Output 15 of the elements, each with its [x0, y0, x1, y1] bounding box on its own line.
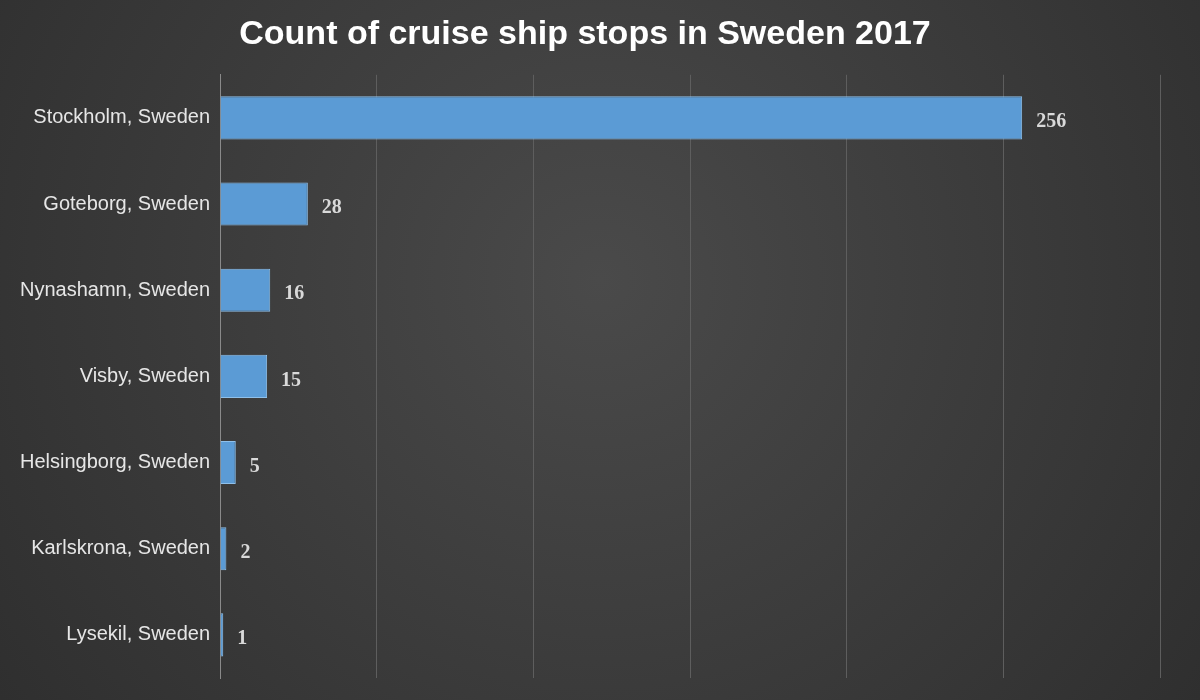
- chart-title: Count of cruise ship stops in Sweden 2017: [239, 12, 931, 51]
- data-label: 15: [281, 367, 302, 390]
- y-tick-label: Helsingborg, Sweden: [19, 450, 211, 473]
- y-tick-label: Karlskrona, Sweden: [31, 536, 211, 559]
- data-label: 5: [249, 453, 260, 476]
- y-tick-label: Lysekil, Sweden: [66, 622, 211, 645]
- data-label: 256: [1036, 109, 1067, 132]
- data-label: 2: [240, 539, 251, 562]
- y-tick-label: Nynashamn, Sweden: [20, 277, 211, 300]
- data-label: 28: [321, 195, 342, 218]
- y-tick-label: Goteborg, Sweden: [43, 191, 211, 214]
- y-tick-label: Stockholm, Sweden: [33, 105, 211, 128]
- y-tick-label: Visby, Sweden: [79, 363, 211, 386]
- data-label: 16: [284, 281, 305, 304]
- data-label: 1: [237, 626, 248, 649]
